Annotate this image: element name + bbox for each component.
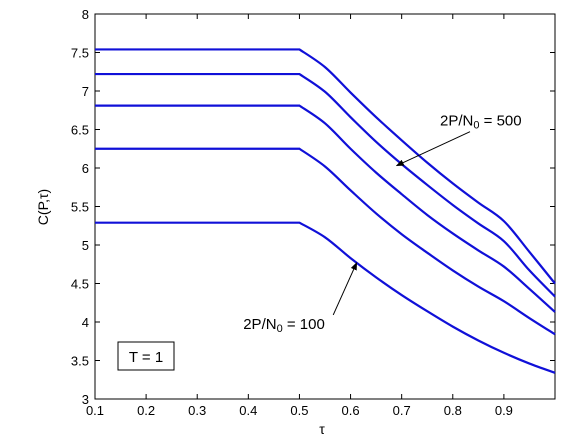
axis-ticks: 0.1 0.2 0.3 0.4 0.5 0.6 0.7 0.8 0.9 3 3.5 4 4.5 5 5.5 6… [71, 7, 555, 418]
x-tick-label: 0.1 [86, 403, 104, 418]
y-tick-label: 6.5 [71, 123, 89, 138]
x-axis-label: τ [319, 421, 325, 437]
x-tick-label: 0.5 [290, 403, 308, 418]
x-tick-label: 0.8 [444, 403, 462, 418]
y-tick-label: 7 [82, 84, 89, 99]
series-line [95, 221, 556, 374]
y-tick-label: 6 [82, 161, 89, 176]
y-tick-label: 4.5 [71, 277, 89, 292]
t-box-label: T = 1 [129, 349, 163, 366]
x-tick-label: 0.6 [342, 403, 360, 418]
x-tick-label: 0.4 [239, 403, 257, 418]
x-tick-label: 0.9 [495, 403, 513, 418]
y-tick-label: 5 [82, 238, 89, 253]
y-tick-label: 3 [82, 392, 89, 407]
x-tick-label: 0.2 [137, 403, 155, 418]
series-line [95, 147, 556, 336]
t-box: T = 1 [117, 341, 175, 371]
plot-area [94, 13, 556, 400]
annotation-label: 2P/N0 = 500 [440, 113, 522, 132]
y-tick-label: 8 [82, 7, 89, 22]
series-line [95, 48, 556, 285]
x-tick-label: 0.7 [393, 403, 411, 418]
annotations: 2P/N0 = 500 2P/N0 = 100 [243, 113, 521, 336]
x-tick-label: 0.3 [188, 403, 206, 418]
annotation-arrow [332, 261, 358, 316]
y-tick-label: 7.5 [71, 46, 89, 61]
annotation-arrow [395, 131, 471, 167]
y-axis-label: C(P,τ) [35, 189, 51, 225]
y-tick-label: 3.5 [71, 354, 89, 369]
series-line [95, 72, 556, 298]
y-tick-label: 4 [82, 315, 89, 330]
series-lines [95, 48, 556, 374]
annotation-label: 2P/N0 = 100 [243, 316, 325, 335]
series-line [95, 104, 556, 313]
t-box-frame [117, 341, 175, 371]
y-tick-label: 5.5 [71, 200, 89, 215]
